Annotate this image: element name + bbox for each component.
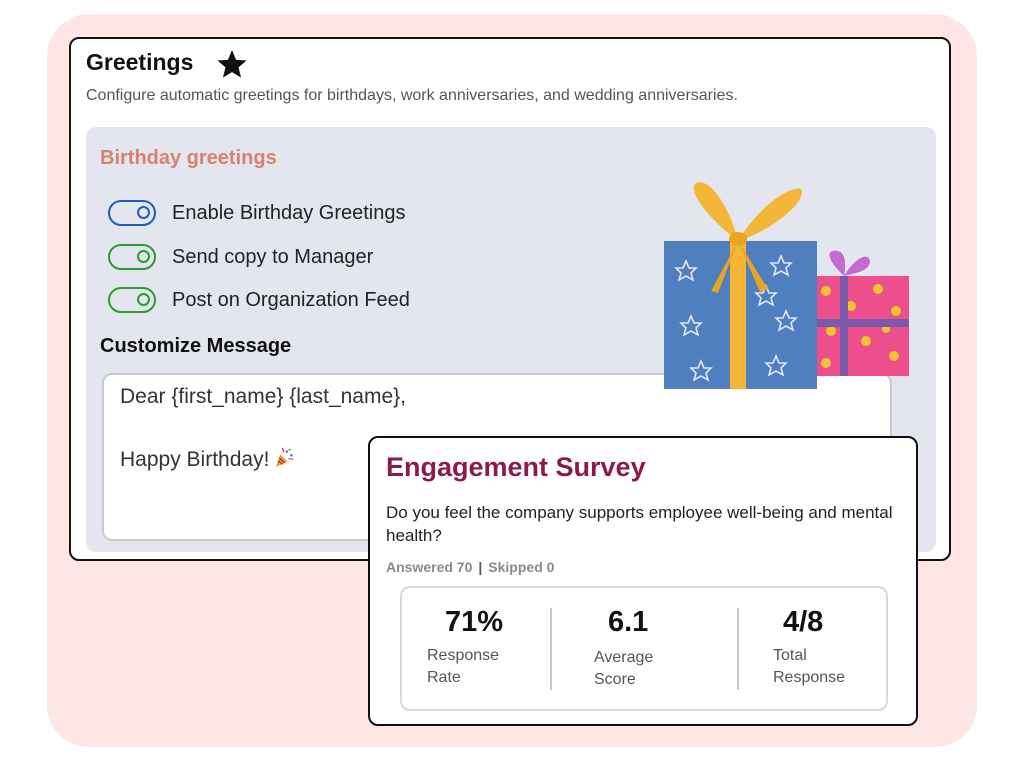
stat-divider — [550, 608, 552, 690]
toggle-row-send-copy: Send copy to Manager — [108, 241, 373, 273]
stat-label: Total Response — [773, 645, 883, 689]
stat-response-rate: 71% Response Rate — [427, 588, 547, 709]
stat-value: 71% — [445, 606, 504, 638]
meta-separator: | — [478, 559, 483, 575]
stat-label-line: Average — [594, 649, 654, 666]
stat-value: 4/8 — [783, 606, 824, 638]
post-feed-toggle[interactable] — [108, 287, 156, 313]
survey-question: Do you feel the company supports employe… — [386, 503, 893, 545]
stat-label-line: Response — [427, 647, 500, 664]
stat-label-line: Response — [773, 669, 846, 686]
toggle-knob — [137, 250, 150, 263]
enable-birthday-label: Enable Birthday Greetings — [172, 201, 406, 224]
stat-label-line: Total — [773, 647, 807, 664]
skipped-count: Skipped 0 — [488, 559, 555, 575]
stat-value: 6.1 — [608, 606, 649, 638]
send-copy-label: Send copy to Manager — [172, 245, 374, 268]
stat-total-response: 4/8 Total Response — [773, 588, 883, 709]
customize-message-title: Customize Message — [100, 335, 292, 357]
message-line-wish: Happy Birthday! — [120, 447, 295, 472]
survey-title: Engagement Survey — [386, 452, 646, 482]
answered-count: Answered 70 — [386, 559, 473, 575]
stat-label-line: Score — [594, 671, 636, 688]
toggle-row-post-feed: Post on Organization Feed — [108, 284, 410, 316]
gift-boxes-illustration — [664, 182, 909, 389]
survey-response-meta: Answered 70 | Skipped 0 — [386, 559, 554, 575]
post-feed-label: Post on Organization Feed — [172, 288, 410, 311]
stat-divider — [737, 608, 739, 690]
stat-average-score: 6.1 Average Score — [594, 588, 714, 709]
stat-label: Response Rate — [427, 645, 537, 689]
send-copy-toggle[interactable] — [108, 244, 156, 270]
party-popper-icon — [276, 447, 295, 468]
engagement-survey-card[interactable]: Engagement Survey Do you feel the compan… — [368, 436, 918, 726]
star-icon[interactable] — [216, 48, 248, 80]
message-wish-text: Happy Birthday! — [120, 448, 270, 471]
message-line-greeting: Dear {first_name} {last_name}, — [120, 385, 407, 408]
stat-label-line: Rate — [427, 669, 461, 686]
survey-stats-box: 71% Response Rate 6.1 Average Score 4/8 … — [400, 586, 888, 711]
greetings-title: Greetings — [86, 49, 194, 75]
stat-label: Average Score — [594, 647, 704, 691]
greetings-subtitle: Configure automatic greetings for birthd… — [86, 87, 738, 104]
toggle-knob — [137, 293, 150, 306]
birthday-section-title: Birthday greetings — [100, 147, 277, 169]
enable-birthday-toggle[interactable] — [108, 200, 156, 226]
toggle-knob — [137, 206, 150, 219]
toggle-row-enable-birthday: Enable Birthday Greetings — [108, 197, 405, 229]
